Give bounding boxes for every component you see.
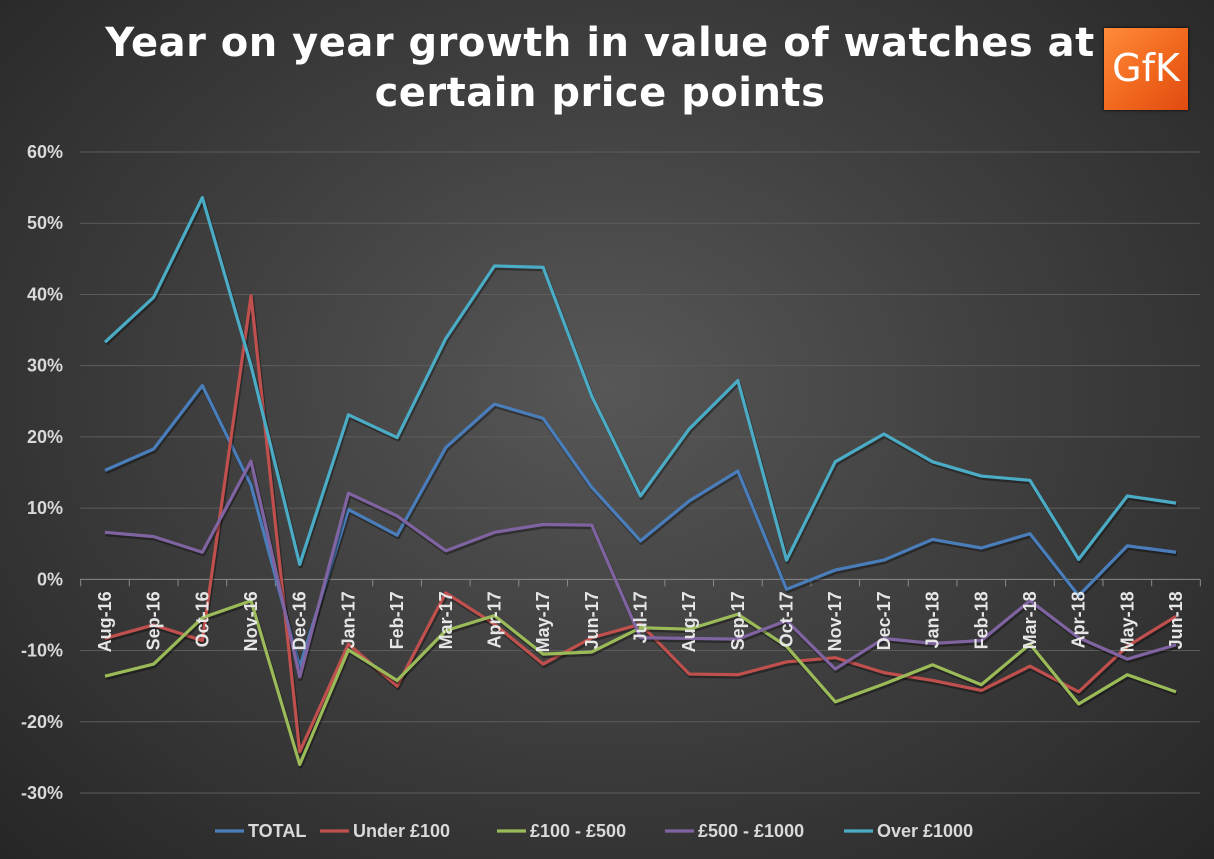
x-tick-label: Oct-17 [777,591,797,647]
x-tick-label: Aug-17 [679,591,699,652]
series-line-100-500 [104,599,1177,767]
x-tick-label: Jan-18 [923,591,943,648]
x-tick-label: Nov-16 [241,591,261,651]
y-tick-label: 50% [27,213,63,233]
series-shadow-over-1000 [104,197,1178,569]
x-tick-label: Mar-17 [436,591,456,649]
x-tick-label: May-17 [533,591,553,652]
x-tick-label: Apr-18 [1069,591,1089,648]
x-tick-label: Jan-17 [338,591,358,648]
x-tick-label: Dec-16 [290,591,310,650]
x-tick-label: May-18 [1117,591,1137,652]
x-tick-label: Nov-17 [825,591,845,651]
x-tick-label: Aug-16 [95,591,115,652]
y-tick-label: -10% [21,641,63,661]
x-tick-label: Jul-17 [631,591,651,643]
x-tick-label: Apr-17 [484,591,504,648]
gfk-logo: GfK [1104,28,1188,110]
legend-label: TOTAL [248,821,306,841]
x-tick-label: Sep-17 [728,591,748,650]
chart-title-line-2: certain price points [374,70,826,116]
x-tick-label: Feb-17 [387,591,407,649]
y-tick-label: -30% [21,783,63,803]
x-tick-label: Jun-17 [582,591,602,649]
y-tick-label: 20% [27,427,63,447]
y-tick-label: 40% [27,284,63,304]
x-tick-label: Sep-16 [144,591,164,650]
y-tick-label: 0% [37,569,63,589]
legend-label: Over £1000 [877,821,973,841]
x-tick-label: Feb-18 [971,591,991,649]
y-tick-label: -20% [21,712,63,732]
y-tick-label: 10% [27,498,63,518]
x-tick-label: Oct-16 [192,591,212,647]
series-line-500-1000 [104,459,1177,679]
x-tick-label: Dec-17 [874,591,894,650]
gfk-logo-text: GfK [1112,46,1180,90]
chart-title-line-1: Year on year growth in value of watches … [105,20,1095,66]
y-tick-label: 60% [27,142,63,162]
x-tick-label: Mar-18 [1020,591,1040,649]
legend-label: £100 - £500 [530,821,626,841]
x-tick-label: Jun-18 [1166,591,1186,649]
legend-label: £500 - £1000 [698,821,804,841]
chart-title: Year on year growth in value of watches … [90,18,1110,118]
legend-label: Under £100 [353,821,450,841]
y-tick-label: 30% [27,356,63,376]
series-line-over-1000 [103,195,1177,566]
